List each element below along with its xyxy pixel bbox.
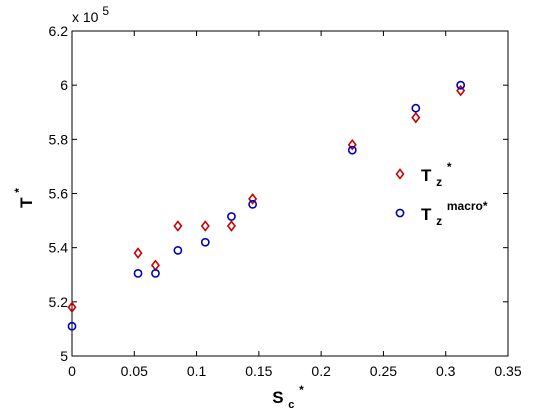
x-axis-label: S c * — [272, 383, 304, 412]
y-tick-label: 5.8 — [49, 131, 69, 147]
y-label-sup: * — [12, 188, 26, 193]
data-point-series0-0 — [67, 301, 77, 314]
data-point-series0-3 — [173, 220, 183, 232]
data-point-series0-1 — [133, 247, 143, 259]
y-axis-label: T * — [12, 188, 36, 208]
x-tick-label: 0.3 — [436, 363, 456, 379]
data-point-series1-1 — [133, 268, 143, 278]
y-multiplier-base: x 10 — [72, 9, 99, 25]
y-tick-label: 5.2 — [49, 294, 69, 310]
legend-label-tz-sub: z — [436, 175, 442, 189]
data-point-series0-7 — [347, 138, 357, 151]
legend-label-tz-macro-sub: z — [436, 214, 442, 228]
data-point-series0-4 — [200, 220, 210, 232]
legend-label-tz-sup: * — [447, 160, 452, 174]
x-tick-label: 0.05 — [121, 363, 148, 379]
y-label-main: T — [17, 197, 36, 208]
x-tick-label: 0.2 — [311, 363, 331, 379]
x-tick-label: 0.1 — [187, 363, 207, 379]
legend: T z * T z macro* — [395, 160, 488, 229]
y-axis-multiplier: x 10 5 — [72, 4, 109, 25]
legend-label-tz-macro-main: T — [421, 205, 432, 224]
x-label-sub: c — [288, 399, 294, 411]
legend-marker-diamond — [395, 168, 405, 180]
y-tick-label: 5.6 — [49, 186, 69, 202]
data-point-series0-6 — [248, 193, 258, 205]
x-label-main: S — [272, 388, 283, 407]
data-point-series0-9 — [456, 84, 466, 97]
data-point-series1-0 — [67, 321, 77, 331]
x-tick-label: 0 — [68, 363, 76, 379]
data-point-series1-8 — [411, 103, 421, 113]
legend-label-tz-main: T — [421, 166, 432, 185]
legend-item-tz: T z * — [395, 160, 452, 190]
data-point-series1-7 — [347, 145, 357, 155]
legend-label-tz-macro-sup: macro* — [447, 199, 488, 213]
y-axis: 5 5.2 5.4 5.6 5.8 6 6.2 — [49, 23, 508, 364]
legend-label-tz-macro: T z macro* — [421, 199, 488, 229]
y-multiplier-exponent: 5 — [102, 4, 109, 18]
x-tick-label: 0.15 — [245, 363, 272, 379]
data-point-series0-8 — [411, 111, 421, 124]
data-point-series1-2 — [151, 268, 160, 278]
data-point-series1-6 — [248, 199, 258, 209]
data-point-series1-3 — [173, 245, 183, 255]
y-tick-label: 6.2 — [49, 23, 69, 39]
x-axis: 0 0.05 0.1 0.15 0.2 0.25 0.3 0.35 — [68, 31, 522, 379]
x-tick-label: 0.25 — [370, 363, 397, 379]
data-point-series0-5 — [226, 220, 236, 232]
legend-item-tz-macro: T z macro* — [395, 199, 488, 229]
data-point-series1-4 — [200, 237, 210, 247]
x-tick-label: 0.35 — [494, 363, 521, 379]
plot-area — [71, 30, 509, 357]
data-point-series1-5 — [227, 212, 236, 221]
data-point-series1-9 — [456, 80, 466, 90]
y-tick-label: 5.4 — [49, 240, 69, 256]
data-points — [67, 80, 466, 331]
legend-marker-circle — [395, 208, 405, 218]
x-label-sup: * — [299, 383, 304, 397]
y-tick-label: 5 — [60, 348, 68, 364]
y-tick-label: 6 — [60, 77, 68, 93]
legend-label-tz: T z * — [421, 160, 452, 190]
